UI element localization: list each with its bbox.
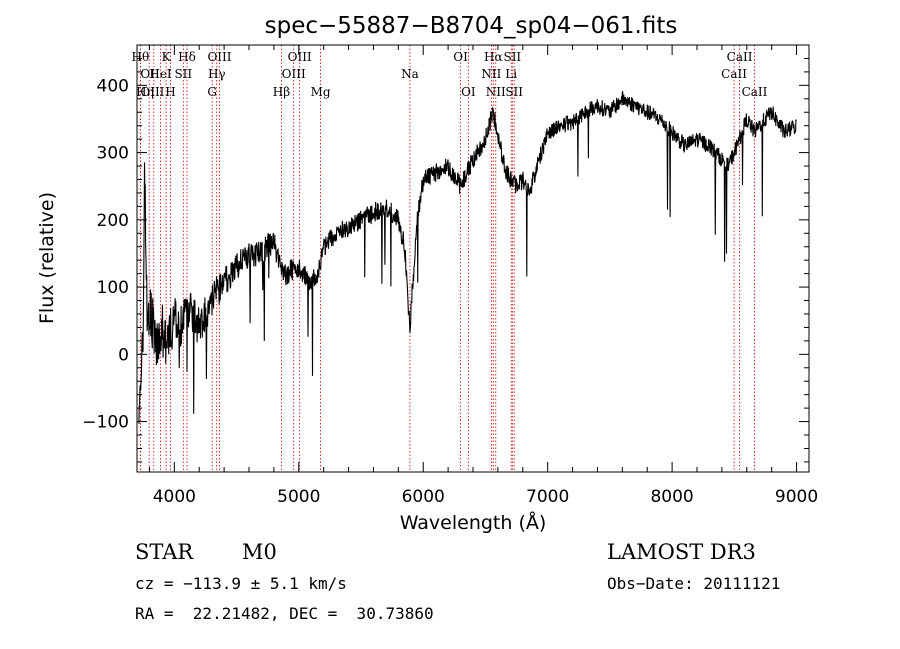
- observation-date: Obs−Date: 20111121: [607, 574, 781, 593]
- spectrum-line: [138, 91, 797, 424]
- x-tick-label: 4000: [153, 487, 196, 507]
- line-label: Hβ: [273, 85, 290, 99]
- line-label: OIII: [207, 50, 231, 64]
- coordinates: RA = 22.21482, DEC = 30.73860: [135, 604, 434, 623]
- object-class: STAR: [135, 540, 194, 564]
- line-label: K: [162, 50, 172, 64]
- line-label: Na: [401, 67, 419, 81]
- x-tick-label: 6000: [402, 487, 445, 507]
- x-axis-label: Wavelength (Å): [400, 511, 547, 534]
- x-tick-label: 7000: [526, 487, 569, 507]
- y-tick-label: 300: [97, 144, 129, 164]
- redshift-cz: cz = −113.9 ± 5.1 km/s: [135, 574, 347, 593]
- y-axis: −100 0 100 200 300 400: [82, 57, 809, 463]
- survey-name: LAMOST DR3: [607, 540, 756, 564]
- line-label: Li: [505, 67, 517, 81]
- object-subclass: M0: [242, 540, 277, 564]
- line-label: Hα: [484, 50, 503, 64]
- chart-title: spec−55887−B8704_sp04−061.fits: [265, 13, 678, 39]
- line-label: CaII: [742, 85, 768, 99]
- line-label: OIII: [140, 85, 164, 99]
- plot-frame: [136, 44, 810, 473]
- line-label: Hγ: [208, 67, 226, 81]
- line-label: SII: [503, 50, 521, 64]
- line-label: CaII: [721, 67, 747, 81]
- line-label: Hδ: [178, 50, 196, 64]
- line-label: G: [207, 85, 217, 99]
- line-label: SII: [505, 85, 523, 99]
- line-label: NII: [481, 67, 501, 81]
- line-label: Mg: [311, 85, 331, 99]
- line-label: OIII: [282, 67, 306, 81]
- line-label: SII: [174, 67, 192, 81]
- line-label: H: [165, 85, 175, 99]
- line-label: Hθ: [131, 50, 149, 64]
- line-label: NII: [486, 85, 506, 99]
- x-tick-label: 8000: [650, 487, 693, 507]
- y-tick-label: 200: [97, 211, 129, 231]
- line-label: OIII: [288, 50, 312, 64]
- x-axis: 4000 5000 6000 7000 8000 9000: [148, 45, 818, 507]
- line-label: OII: [140, 67, 160, 81]
- line-label: OI: [453, 50, 468, 64]
- y-tick-label: 0: [118, 345, 129, 365]
- line-markers: [139, 45, 755, 472]
- line-label: Hη: [136, 85, 154, 99]
- y-tick-label: 400: [97, 76, 129, 96]
- line-label: CaII: [727, 50, 753, 64]
- y-tick-label: −100: [82, 413, 129, 433]
- x-tick-label: 9000: [775, 487, 818, 507]
- line-label: OI: [461, 85, 476, 99]
- x-tick-label: 5000: [277, 487, 320, 507]
- line-label: HeI: [149, 67, 172, 81]
- line-labels: OIII OII Hθ Hη HeI K H SII Hδ G Hγ OIII Hβ OIII OIII Mg…: [131, 50, 767, 99]
- y-axis-label: Flux (relative): [36, 192, 58, 324]
- y-tick-label: 100: [97, 278, 129, 298]
